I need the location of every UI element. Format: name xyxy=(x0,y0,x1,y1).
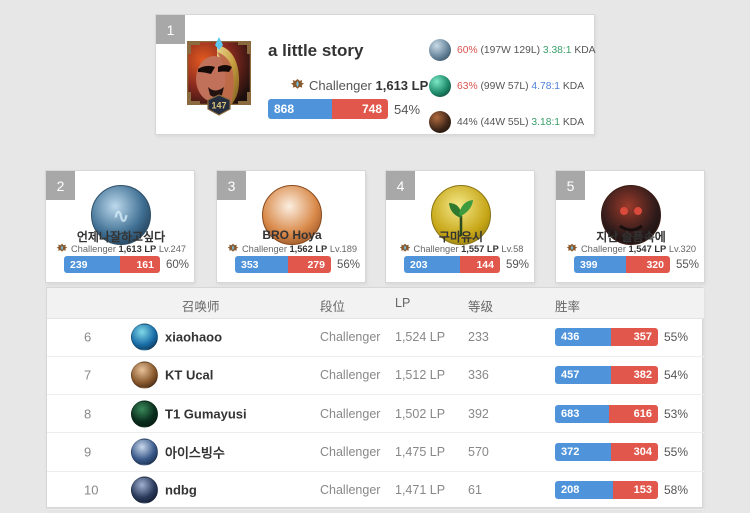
svg-text:147: 147 xyxy=(211,101,226,111)
svg-text:∿: ∿ xyxy=(113,207,129,228)
